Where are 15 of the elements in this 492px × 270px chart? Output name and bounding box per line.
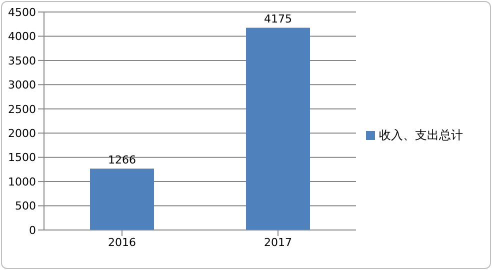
y-tick-label: 4000: [8, 30, 36, 44]
legend-label: 收入、支出总计: [379, 128, 463, 142]
x-tick-label: 2017: [264, 236, 292, 249]
y-tick-label: 3500: [8, 54, 36, 68]
x-tick-label: 2016: [108, 236, 136, 249]
y-tick-label: 1500: [8, 151, 36, 164]
y-tick-label: 1000: [8, 175, 36, 188]
y-tick-label: 2500: [8, 102, 36, 116]
y-tick-label: 4500: [8, 6, 36, 19]
y-tick-label: 500: [15, 200, 36, 213]
y-tick-label: 3000: [8, 78, 36, 92]
y-tick-label: 2000: [8, 127, 36, 140]
data-label: 1266: [108, 154, 136, 167]
y-tick-label: 0: [29, 224, 36, 237]
data-label: 4175: [264, 12, 292, 26]
